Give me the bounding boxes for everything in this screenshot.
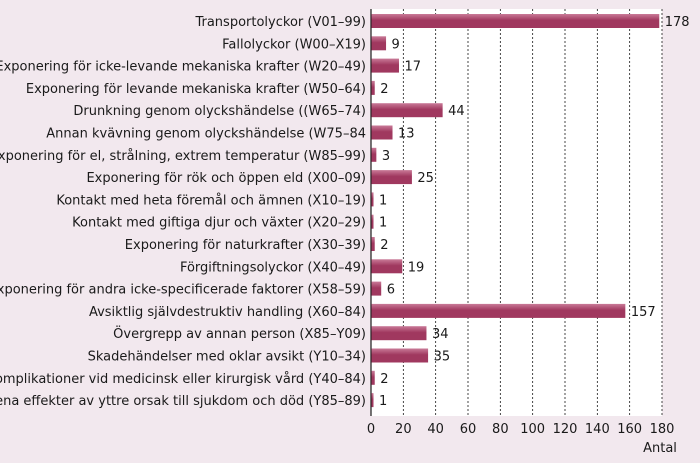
bars [371,14,660,408]
value-label: 2 [380,82,388,97]
value-label: 3 [382,149,390,164]
category-label: Skadehändelser med oklar avsikt (Y10–34) [88,350,366,365]
x-tick-label: 60 [460,422,477,437]
category-label: Komplikationer vid medicinsk eller kirur… [0,372,366,387]
bar [371,393,374,408]
x-axis-title: Antal [643,441,677,456]
value-labels: 178 9 17 2 44 13 3 25 1 1 2 19 6 157 34 35 2 1 [379,15,690,409]
category-label: Transportolyckor (V01–99) [194,15,366,30]
bar [371,80,375,95]
bar [371,14,660,28]
value-label: 2 [380,238,388,253]
bar [371,147,377,162]
bar [371,125,393,140]
value-label: 178 [665,15,690,30]
value-label: 44 [448,104,465,119]
bar [371,170,412,185]
value-label: 1 [379,394,387,409]
value-label: 17 [404,60,421,75]
x-tick-label: 120 [553,422,578,437]
value-label: 157 [631,305,656,320]
x-tick-label: 140 [585,422,610,437]
value-label: 13 [398,127,415,142]
category-label: Drunkning genom olyckshändelse ((W65–74) [73,104,366,119]
value-label: 2 [380,372,388,387]
category-label: Avsiktlig självdestruktiv handling (X60–… [89,305,366,320]
x-tick-label: 20 [395,422,412,437]
x-tick-label: 40 [427,422,444,437]
plot-background [371,9,662,416]
bar [371,103,443,118]
x-tick-label: 0 [367,422,375,437]
bar [371,214,374,229]
category-label: Fallolyckor (W00–X19) [222,37,366,52]
value-label: 9 [392,37,400,52]
gridlines [370,9,663,416]
category-label: Kontakt med heta föremål och ämnen (X10–… [56,193,366,208]
x-tick-label: 180 [650,422,675,437]
bar [371,36,387,51]
bar [371,58,399,73]
category-label: Annan kvävning genom olyckshändelse (W75… [46,127,366,142]
x-axis-ticks: 0 20 40 60 80 100 120 140 160 180 [367,422,675,437]
category-label: Exponering för el, strålning, extrem tem… [0,149,366,164]
bar [371,348,429,363]
category-label: Övergrepp av annan person (X85–Y09) [113,325,366,342]
value-label: 1 [379,216,387,231]
bar [371,326,427,341]
value-label: 19 [408,260,425,275]
x-tick-label: 160 [617,422,642,437]
bar [371,370,375,385]
value-label: 1 [379,193,387,208]
bar [371,303,626,318]
category-label: Förgiftningsolyckor (X40–49) [180,260,366,275]
category-labels: Transportolyckor (V01–99) Fallolyckor (W0… [0,15,366,409]
value-label: 35 [434,350,451,365]
category-label: Exponering för andra icke-specificerade … [0,283,366,298]
value-label: 6 [387,283,395,298]
category-label: Exponering för levande mekaniska krafter… [26,82,366,97]
category-label: Sena effekter av yttre orsak till sjukdo… [0,394,366,409]
x-tick-label: 100 [520,422,545,437]
x-tick-label: 80 [492,422,509,437]
category-label: Exponering för naturkrafter (X30–39) [125,238,366,253]
value-label: 25 [417,171,434,186]
category-label: Kontakt med giftiga djur och växter (X20… [72,216,366,231]
category-label: Exponering för rök och öppen eld (X00–09… [86,171,366,186]
bar [371,237,375,251]
category-label: Exponering för icke-levande mekaniska kr… [0,60,366,75]
bar [371,281,382,296]
bar [371,259,403,274]
bar [371,192,374,207]
value-label: 34 [432,327,449,342]
